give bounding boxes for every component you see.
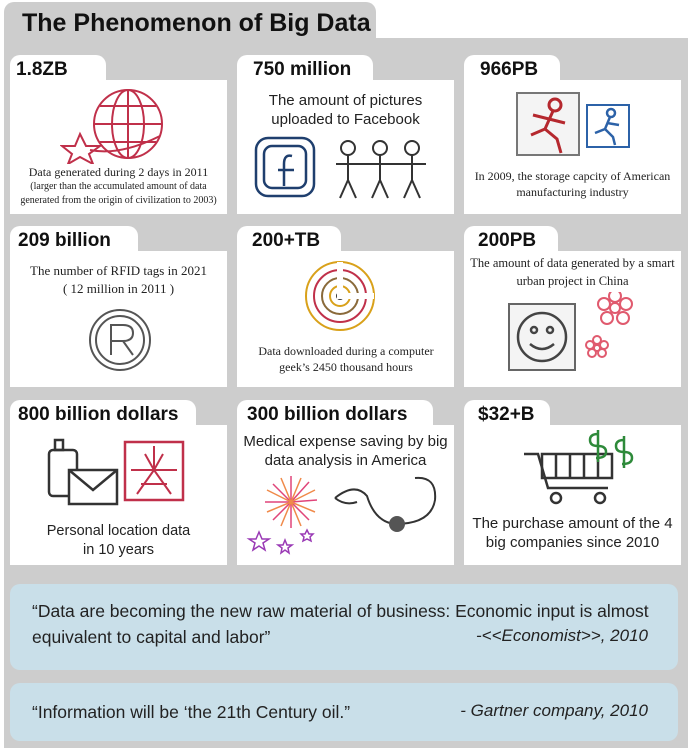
- card-desc: The amount of pictures uploaded to Faceb…: [268, 92, 423, 128]
- card-desc-note: in 10 years: [83, 542, 154, 558]
- page-title: The Phenomenon of Big Data: [22, 9, 371, 37]
- card-headline: 1.8ZB: [16, 59, 68, 80]
- running-man-icon: [516, 92, 630, 156]
- card-headline: 300 billion dollars: [247, 404, 408, 425]
- facebook-people-icon: [254, 136, 426, 199]
- phone-mail-icon: [47, 438, 185, 506]
- card-desc: Data downloaded during a computer geek’s…: [258, 344, 434, 374]
- card-headline: 750 million: [253, 59, 352, 80]
- smiley-flowers-icon: [508, 292, 633, 371]
- card-desc-note: ( 12 million in 2011 ): [62, 281, 175, 296]
- quote-box-gartner: “Information will be ‘the 21th Century o…: [10, 683, 678, 741]
- title-tab: The Phenomenon of Big Data: [4, 2, 376, 42]
- card-32b: [464, 425, 681, 565]
- card-headline: 966PB: [480, 59, 539, 80]
- quote-text: “Information will be ‘the 21th Century o…: [32, 702, 351, 722]
- card-headline: 800 billion dollars: [18, 404, 179, 425]
- globe-star-icon: [60, 89, 163, 164]
- card-desc: In 2009, the storage capcity of American…: [474, 169, 671, 199]
- stethoscope-fireworks-icon: [246, 476, 437, 555]
- card-desc: Data generated during 2 days in 2011: [28, 165, 209, 179]
- shopping-cart-money-icon: [524, 430, 634, 505]
- card-300-billion: [237, 425, 454, 565]
- quote-box-economist: “Data are becoming the new raw material …: [10, 584, 678, 670]
- card-desc: Personal location data: [46, 523, 191, 539]
- card-1-8zb: [10, 80, 227, 214]
- card-desc: The number of RFID tags in 2021: [30, 263, 207, 278]
- card-200-tb: [237, 251, 454, 387]
- card-desc: Medical expense saving by big data analy…: [243, 433, 448, 469]
- card-headline: 200+TB: [252, 230, 321, 251]
- card-desc: The amount of data generated by a smart …: [470, 256, 675, 288]
- registered-icon: [89, 309, 151, 371]
- quote-source: -<<Economist>>, 2010: [475, 626, 648, 645]
- card-headline: $32+B: [478, 404, 535, 425]
- quote-text: “Data are becoming the new raw material …: [32, 601, 649, 647]
- spiral-disc-icon: [305, 261, 375, 331]
- card-desc-note: (larger than the accumulated amount of d…: [20, 181, 217, 206]
- card-headline: 200PB: [478, 230, 537, 251]
- card-desc: The purchase amount of the 4 big compani…: [472, 515, 673, 551]
- card-800-billion: [10, 425, 227, 565]
- card-headline: 209 billion: [18, 230, 111, 251]
- quote-source: - Gartner company, 2010: [460, 701, 648, 720]
